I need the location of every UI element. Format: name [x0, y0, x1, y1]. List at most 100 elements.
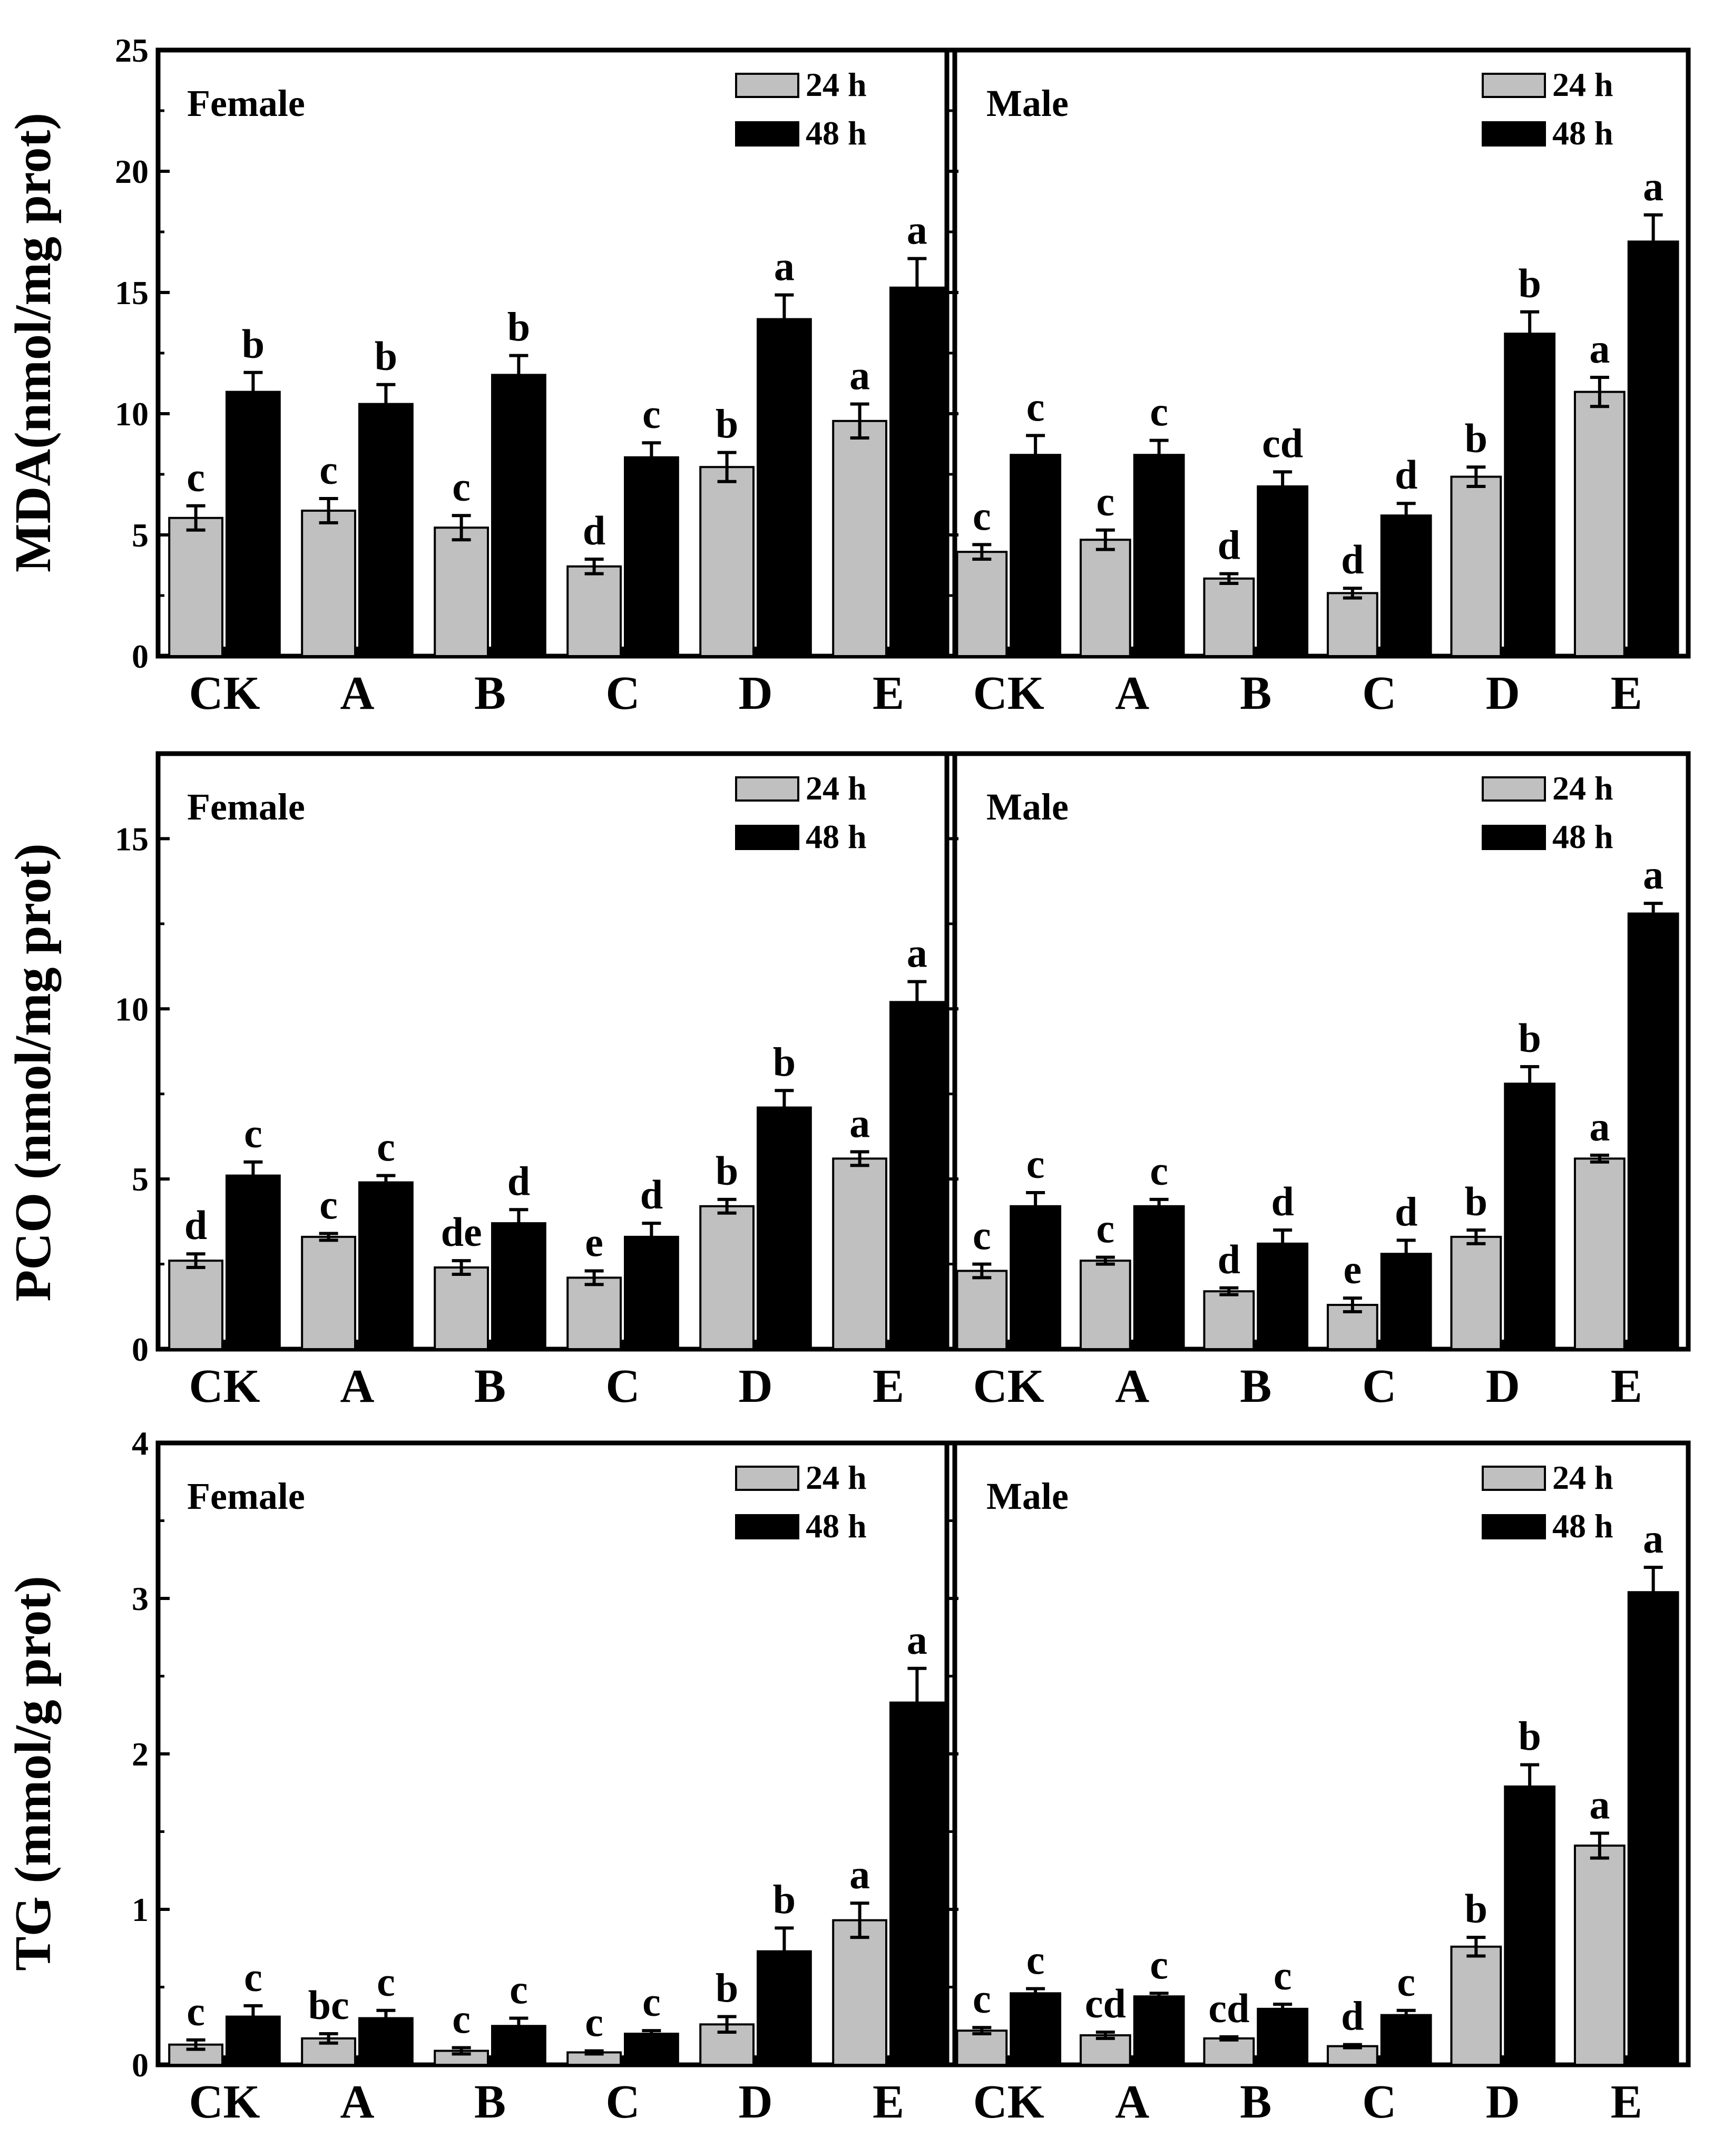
plot-frame — [155, 751, 957, 1352]
significance-label: cd — [1208, 1985, 1249, 2031]
significance-label: d — [1218, 1236, 1240, 1282]
bar-48h — [624, 1235, 679, 1351]
significance-label: c — [1026, 1937, 1045, 1983]
x-tick-label: B — [474, 1360, 506, 1412]
y-tick-label: 0 — [132, 1331, 149, 1368]
significance-label: a — [907, 930, 927, 976]
bar-24h — [956, 1270, 1008, 1350]
bar-24h — [832, 1919, 887, 2066]
panel-title: Female — [187, 786, 305, 828]
chart-panel-0-female: 0 5 10 15 20 25 CK c b Ac b Bc b Cd c Db a Ea a Female 24 h 4… — [115, 32, 957, 719]
panel-title: Male — [986, 786, 1069, 828]
significance-label: c — [510, 1967, 528, 2013]
x-tick-label: A — [1115, 667, 1149, 719]
significance-label: a — [849, 1100, 870, 1146]
bar-48h — [1133, 1205, 1185, 1351]
legend-label: 48 h — [806, 114, 867, 152]
significance-label: a — [1589, 1781, 1610, 1827]
bar-48h — [757, 318, 812, 657]
bar-48h — [226, 1174, 281, 1351]
significance-label: b — [1518, 260, 1541, 306]
legend-swatch-24h — [735, 1466, 799, 1491]
significance-label: c — [1150, 1942, 1168, 1987]
significance-label: c — [1397, 1959, 1415, 2005]
legend-label: 48 h — [1552, 114, 1613, 152]
y-tick-label: 10 — [115, 990, 149, 1028]
significance-label: d — [583, 508, 605, 553]
bar-24h — [1079, 539, 1131, 657]
bar-24h — [1573, 1157, 1626, 1350]
bar-48h — [1627, 1591, 1679, 2066]
significance-label: c — [187, 1988, 205, 2034]
bar-24h — [434, 526, 490, 658]
bar-48h — [1257, 2007, 1309, 2066]
x-tick-label: CK — [973, 2076, 1044, 2128]
significance-label: d — [640, 1172, 663, 1217]
significance-label: b — [716, 1965, 738, 2011]
legend-label: 48 h — [806, 1507, 867, 1545]
legend-label: 48 h — [806, 818, 867, 855]
bar-24h — [956, 2030, 1008, 2066]
bar-48h — [1504, 333, 1556, 657]
significance-label: d — [507, 1158, 530, 1204]
x-tick-label: D — [1486, 667, 1520, 719]
legend-swatch-48h — [1482, 121, 1546, 147]
significance-label: b — [1465, 1178, 1487, 1224]
y-tick-label: 10 — [115, 395, 149, 433]
significance-label: b — [375, 333, 397, 379]
x-tick-label: CK — [973, 1360, 1044, 1412]
x-tick-label: C — [606, 2076, 640, 2128]
x-tick-label: D — [1486, 2076, 1520, 2128]
significance-label: a — [907, 1617, 927, 1663]
x-tick-label: B — [1240, 1360, 1271, 1412]
bar-48h — [889, 1701, 945, 2066]
bar-48h — [1380, 1253, 1432, 1350]
y-tick-label: 5 — [132, 516, 149, 554]
bar-48h — [1380, 2014, 1432, 2066]
x-tick-label: D — [1486, 1360, 1520, 1412]
significance-label: a — [1643, 1516, 1663, 1562]
bar-48h — [1627, 240, 1679, 657]
y-axis-labels: MDA(nmol/mg prot) PCO (nmol/mg prot) TG … — [5, 113, 62, 1971]
bar-24h — [301, 510, 357, 657]
x-tick-label: A — [340, 2076, 375, 2128]
significance-label: d — [1271, 1178, 1294, 1224]
bar-48h — [1627, 912, 1679, 1350]
bar-24h — [832, 1157, 887, 1350]
plot-frame — [944, 751, 1691, 1352]
significance-label: c — [1026, 1141, 1045, 1187]
legend-label: 24 h — [806, 66, 867, 103]
legend-swatch-48h — [735, 121, 799, 147]
bar-48h — [624, 456, 679, 657]
bar-24h — [699, 466, 755, 657]
bar-24h — [168, 516, 224, 657]
significance-label: c — [1274, 1953, 1292, 1998]
significance-label: e — [1344, 1246, 1362, 1292]
significance-label: b — [773, 1039, 796, 1085]
bar-24h — [434, 1266, 490, 1350]
bar-24h — [566, 1276, 622, 1350]
y-tick-label: 15 — [115, 274, 149, 311]
bar-24h — [566, 565, 622, 658]
x-tick-label: E — [873, 667, 904, 719]
bar-24h — [1573, 391, 1626, 657]
legend-label: 24 h — [1552, 66, 1613, 103]
bar-48h — [1504, 1785, 1556, 2066]
legend-swatch-24h — [1482, 1466, 1546, 1491]
bar-24h — [956, 551, 1008, 657]
significance-label: c — [452, 464, 471, 510]
x-tick-label: E — [873, 2076, 904, 2128]
significance-label: a — [1589, 1104, 1610, 1149]
significance-label: c — [1097, 479, 1115, 524]
significance-label: c — [585, 1999, 603, 2045]
significance-label: b — [1518, 1713, 1541, 1759]
bar-48h — [1010, 1205, 1062, 1351]
x-tick-label: A — [340, 667, 375, 719]
x-tick-label: B — [1240, 667, 1271, 719]
legend-swatch-48h — [735, 825, 799, 850]
y-tick-label: 20 — [115, 153, 149, 190]
legend-swatch-24h — [1482, 73, 1546, 98]
significance-label: d — [1395, 452, 1417, 497]
